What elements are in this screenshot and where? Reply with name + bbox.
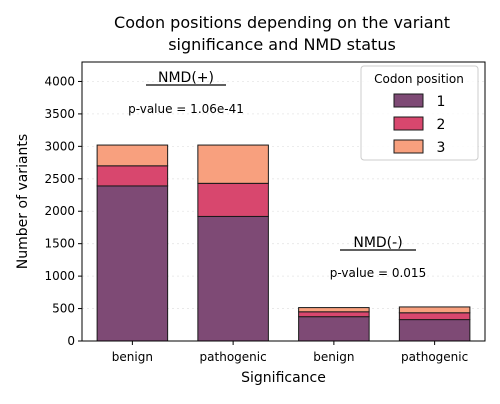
x-tick-label: benign [313,350,354,364]
legend-label-1: 1 [437,94,446,110]
bar-segment-pos2-cat2 [197,182,269,217]
x-tick-label: benign [112,350,153,364]
bar-segment-pos1-cat3 [298,316,370,342]
y-tick-label: 1000 [44,269,75,283]
chart-title: Codon positions depending on the variant… [114,13,450,54]
bars [96,144,471,342]
bar-segment-pos2-cat4 [398,312,471,321]
legend-swatch-3 [393,139,424,154]
annotation-label: NMD(-) [353,235,402,251]
y-tick-label: 3000 [44,139,75,153]
x-axis-label: Significance [241,370,326,386]
chart-title-line-2: significance and NMD status [168,35,396,54]
bar-segment-pos3-cat4 [398,306,471,314]
y-tick-label: 0 [67,334,75,348]
bar-segment-pos1-cat2 [197,215,269,342]
annotation-pvalue: p-value = 1.06e-41 [128,102,244,116]
y-tick-label: 2500 [44,172,75,186]
bar-segment-pos2-cat1 [96,165,169,187]
legend-box [360,65,479,161]
y-axis-label: Number of variants [15,134,31,269]
y-tick-label: 2000 [44,204,75,218]
y-tick-label: 3500 [44,107,75,121]
annotation-label: NMD(+) [158,70,214,86]
x-tick-label: pathogenic [200,350,267,364]
annotation-pvalue: p-value = 0.015 [330,266,426,280]
annotations: NMD(+) p-value = 1.06e-41 NMD(-) p-value = … [128,70,426,280]
y-tick-label: 1500 [44,237,75,251]
legend-title: Codon position [374,72,464,86]
bar-segment-pos2-cat3 [298,311,370,318]
bar-segment-pos3-cat3 [298,307,370,313]
x-tick-label: pathogenic [401,350,468,364]
legend: Codon position 1 2 3 [360,65,479,161]
bar-segment-pos3-cat1 [96,144,169,167]
legend-swatch-2 [393,116,424,131]
y-tick-label: 500 [52,302,75,316]
bar-segment-pos1-cat4 [398,319,471,342]
plot-frame [81,61,486,342]
bar-segment-pos3-cat2 [197,144,269,184]
legend-label-3: 3 [437,140,446,156]
chart-title-line-1: Codon positions depending on the variant [114,13,450,32]
legend-label-2: 2 [437,117,446,133]
axes: 0 500 1000 1500 2000 2500 3000 3500 4000 benign pa… [15,61,486,386]
bar-segment-pos1-cat1 [96,185,169,342]
y-tick-label: 4000 [44,74,75,88]
legend-swatch-1 [393,93,424,108]
